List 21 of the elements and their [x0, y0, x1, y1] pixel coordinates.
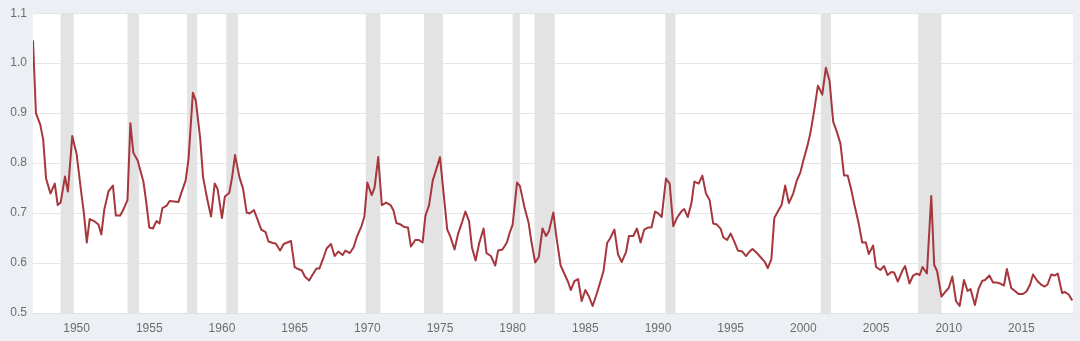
y-tick-label: 1.0: [10, 55, 28, 70]
y-tick-label: 0.9: [10, 105, 28, 120]
x-tick-label: 1970: [353, 320, 381, 335]
x-tick-label: 1985: [571, 320, 600, 335]
y-tick-label: 1.1: [10, 5, 28, 20]
y-tick-label: 0.8: [10, 155, 28, 170]
x-tick-label: 1960: [208, 320, 236, 335]
x-tick-label: 1950: [63, 320, 91, 335]
x-tick-label: 1995: [717, 320, 745, 335]
x-tick-label: 1990: [644, 320, 672, 335]
x-tick-label: 1955: [135, 320, 163, 335]
y-tick-label: 0.7: [10, 205, 28, 220]
y-tick-label: 0.6: [10, 255, 28, 270]
y-tick-label: 0.5: [10, 305, 28, 320]
x-tick-label: 2010: [935, 320, 963, 335]
x-tick-label: 2005: [862, 320, 890, 335]
x-tick-label: 2015: [1008, 320, 1036, 335]
x-tick-label: 1965: [281, 320, 309, 335]
x-tick-label: 1975: [426, 320, 454, 335]
x-tick-label: 2000: [790, 320, 818, 335]
x-tick-label: 1980: [499, 320, 527, 335]
